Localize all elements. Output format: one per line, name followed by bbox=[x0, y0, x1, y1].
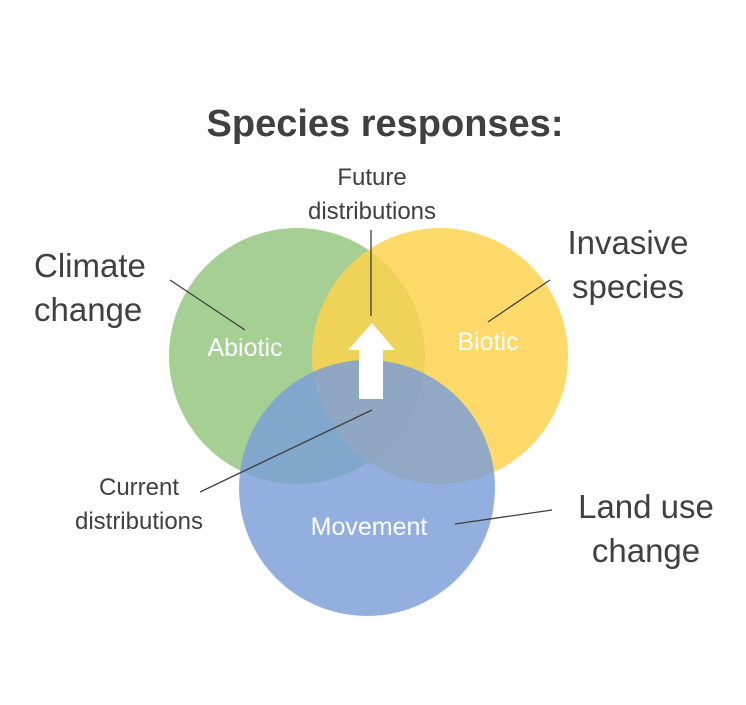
climate-change-label-line1: Climate bbox=[34, 247, 146, 284]
movement-label: Movement bbox=[311, 513, 428, 541]
invasive-leader-line bbox=[487, 279, 551, 323]
land-use-change-label-line2: change bbox=[592, 532, 700, 569]
invasive-species-label-line2: species bbox=[572, 268, 684, 305]
diagram-title: Species responses: bbox=[207, 103, 564, 145]
invasive-species-label-line1: Invasive bbox=[567, 224, 688, 261]
climate-change-label-line2: change bbox=[34, 291, 142, 328]
biotic-label: Biotic bbox=[457, 328, 518, 356]
current-leader-line bbox=[199, 409, 373, 493]
climate-leader-line bbox=[169, 279, 246, 331]
circles bbox=[169, 228, 568, 616]
land-use-change-label-line1: Land use bbox=[578, 488, 714, 525]
future-distributions-label-line2: distributions bbox=[308, 198, 436, 225]
current-distributions-label-line2: distributions bbox=[75, 508, 203, 535]
current-distributions-label-line1: Current bbox=[99, 474, 179, 501]
future-distributions-label-line1: Future bbox=[337, 164, 406, 191]
landuse-leader-line bbox=[454, 509, 553, 525]
abiotic-label: Abiotic bbox=[207, 334, 282, 362]
movement-circle bbox=[239, 360, 495, 616]
up-arrow-icon bbox=[348, 323, 395, 399]
